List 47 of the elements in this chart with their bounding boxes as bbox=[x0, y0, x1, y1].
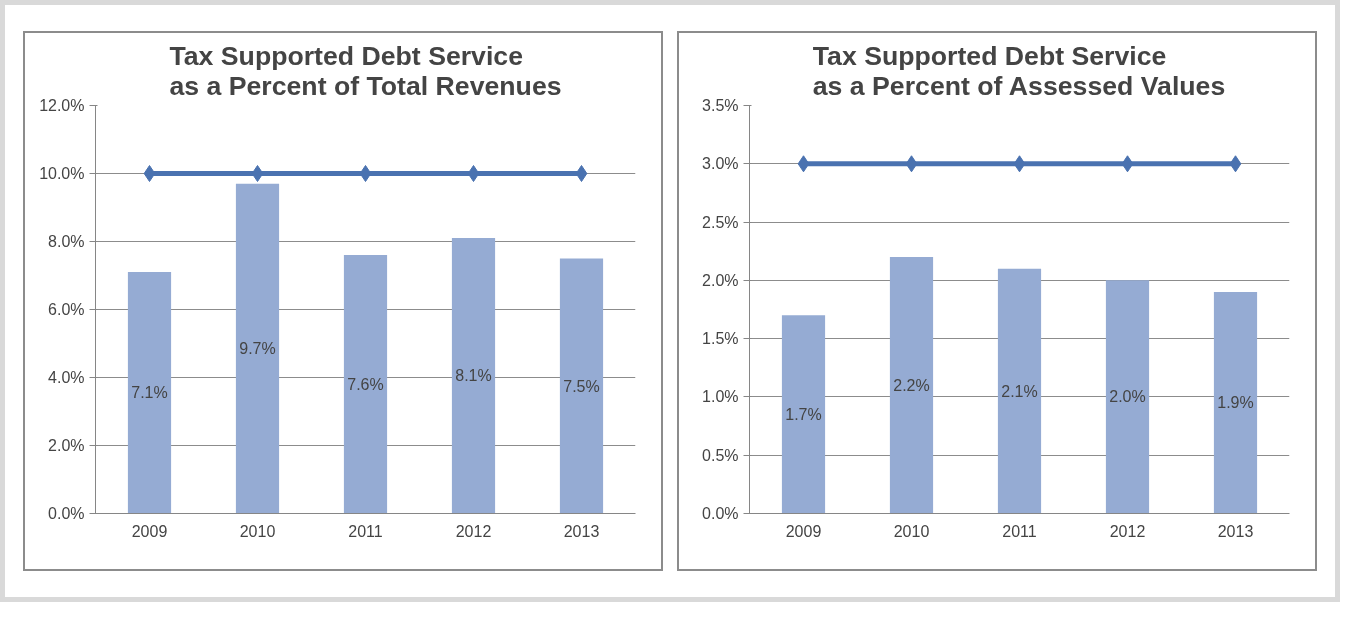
y-tick-label: 2.0% bbox=[48, 437, 85, 454]
bar bbox=[1105, 280, 1150, 514]
bar bbox=[559, 258, 604, 514]
y-tick-label: 0.5% bbox=[702, 446, 739, 464]
data-label: 7.5% bbox=[563, 377, 600, 395]
chart-title: Tax Supported Debt Service as a Percent of Total Revenues bbox=[169, 40, 562, 101]
y-tick-label: 12.0% bbox=[39, 97, 85, 114]
bar bbox=[343, 255, 388, 514]
bar bbox=[1213, 292, 1258, 514]
bar bbox=[127, 272, 172, 514]
y-tick-label: 4.0% bbox=[48, 369, 85, 386]
data-label: 2.0% bbox=[1109, 388, 1146, 406]
data-label: 9.7% bbox=[239, 340, 276, 358]
y-tick-label: 1.0% bbox=[702, 388, 739, 406]
x-tick-label: 2009 bbox=[785, 522, 822, 540]
x-tick-label: 2011 bbox=[348, 522, 383, 540]
y-tick-label: 0.0% bbox=[48, 505, 85, 522]
x-tick-label: 2011 bbox=[1002, 522, 1037, 540]
y-tick-label: 3.5% bbox=[702, 97, 739, 114]
y-tick-label: 2.0% bbox=[702, 271, 739, 289]
data-label: 7.6% bbox=[347, 375, 384, 393]
data-label: 1.9% bbox=[1217, 394, 1254, 412]
x-tick-label: 2013 bbox=[1217, 522, 1254, 540]
x-tick-label: 2010 bbox=[893, 522, 930, 540]
data-label: 7.1% bbox=[131, 384, 168, 402]
y-tick-label: 1.5% bbox=[702, 330, 739, 348]
y-tick-label: 2.5% bbox=[702, 213, 739, 231]
data-label: 2.2% bbox=[893, 376, 930, 394]
bar bbox=[889, 257, 934, 514]
y-tick-label: 3.0% bbox=[702, 155, 739, 173]
data-label: 2.1% bbox=[1001, 382, 1038, 400]
y-tick-label: 0.0% bbox=[702, 505, 739, 522]
chart-title: Tax Supported Debt Service as a Percent of Assessed Values bbox=[812, 40, 1226, 101]
data-label: 8.1% bbox=[455, 367, 492, 385]
y-tick-label: 8.0% bbox=[48, 233, 85, 250]
x-tick-label: 2010 bbox=[239, 522, 276, 540]
x-tick-label: 2013 bbox=[563, 522, 600, 540]
y-tick-label: 10.0% bbox=[39, 165, 85, 182]
bar bbox=[997, 268, 1042, 514]
bar bbox=[235, 183, 280, 514]
y-tick-label: 6.0% bbox=[48, 301, 85, 318]
bar bbox=[451, 238, 496, 514]
x-tick-label: 2012 bbox=[1109, 522, 1146, 540]
data-label: 1.7% bbox=[785, 405, 822, 423]
x-tick-label: 2009 bbox=[131, 522, 168, 540]
bar bbox=[781, 315, 826, 514]
x-tick-label: 2012 bbox=[455, 522, 492, 540]
